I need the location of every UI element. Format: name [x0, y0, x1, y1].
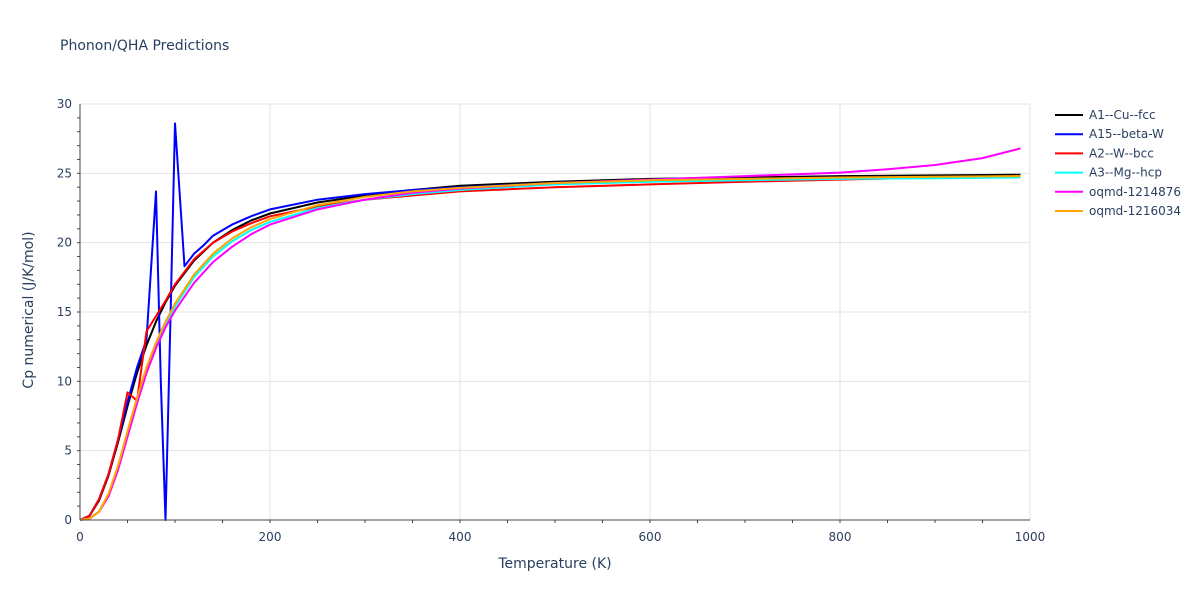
axes: 0 5 10 15 20 25 30 0 200 400 600 800 1000: [57, 97, 1046, 544]
legend[interactable]: A1--Cu--fcc A15--beta-W A2--W--bcc A3--Mg--…: [1055, 108, 1181, 218]
legend-label: oqmd-1214876: [1089, 185, 1181, 199]
legend-item[interactable]: A1--Cu--fcc: [1055, 108, 1156, 122]
legend-label: A3--Mg--hcp: [1089, 166, 1162, 180]
x-tick-label: 800: [829, 530, 852, 544]
y-tick-label: 30: [57, 97, 72, 111]
legend-item[interactable]: oqmd-1216034: [1055, 204, 1181, 218]
y-tick-label: 5: [64, 444, 72, 458]
legend-item[interactable]: A15--beta-W: [1055, 127, 1164, 141]
y-tick-label: 10: [57, 374, 72, 388]
legend-item[interactable]: A2--W--bcc: [1055, 146, 1154, 160]
series-line-oqmd-1214876: [79, 147, 1021, 521]
y-tick-label: 0: [64, 513, 72, 527]
series-lines: [79, 122, 1021, 521]
legend-label: oqmd-1216034: [1089, 204, 1181, 218]
legend-label: A2--W--bcc: [1089, 146, 1154, 160]
series-line-A1--Cu--fcc: [79, 173, 1021, 521]
y-tick-label: 15: [57, 305, 72, 319]
x-tick-label: 200: [259, 530, 282, 544]
x-tick-label: 400: [449, 530, 472, 544]
legend-label: A15--beta-W: [1089, 127, 1164, 141]
y-tick-label: 20: [57, 236, 72, 250]
series-line-A2--W--bcc: [79, 175, 1021, 521]
legend-item[interactable]: oqmd-1214876: [1055, 185, 1181, 199]
x-tick-label: 0: [76, 530, 84, 544]
chart-title: Phonon/QHA Predictions: [60, 38, 229, 54]
legend-item[interactable]: A3--Mg--hcp: [1055, 166, 1162, 180]
series-line-A3--Mg--hcp: [79, 176, 1021, 521]
y-axis-label: Cp numerical (J/K/mol): [21, 231, 37, 388]
grid-lines: [80, 103, 1031, 520]
x-tick-label: 600: [639, 530, 662, 544]
legend-label: A1--Cu--fcc: [1089, 108, 1156, 122]
x-axis-label: Temperature (K): [497, 556, 611, 572]
x-tick-label: 1000: [1015, 530, 1046, 544]
series-line-oqmd-1216034: [79, 175, 1021, 521]
y-tick-label: 25: [57, 166, 72, 180]
